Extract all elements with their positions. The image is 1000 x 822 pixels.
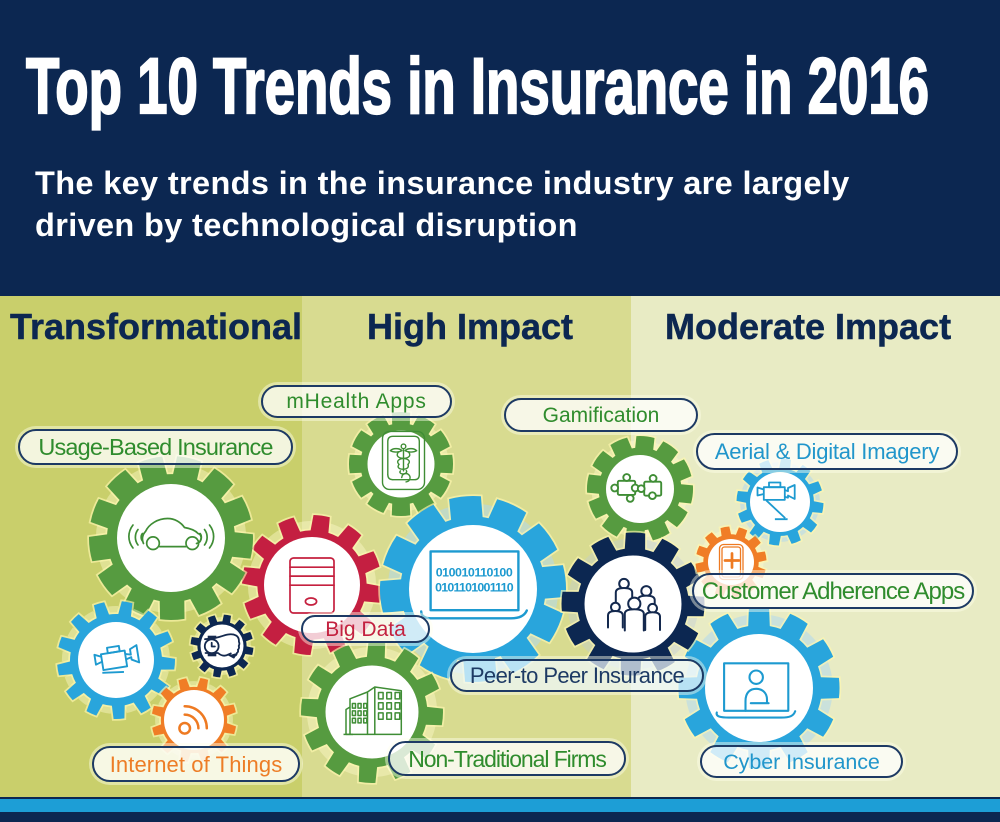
svg-text:010010110100: 010010110100: [436, 566, 513, 580]
svg-text:0101101001110: 0101101001110: [435, 581, 514, 595]
